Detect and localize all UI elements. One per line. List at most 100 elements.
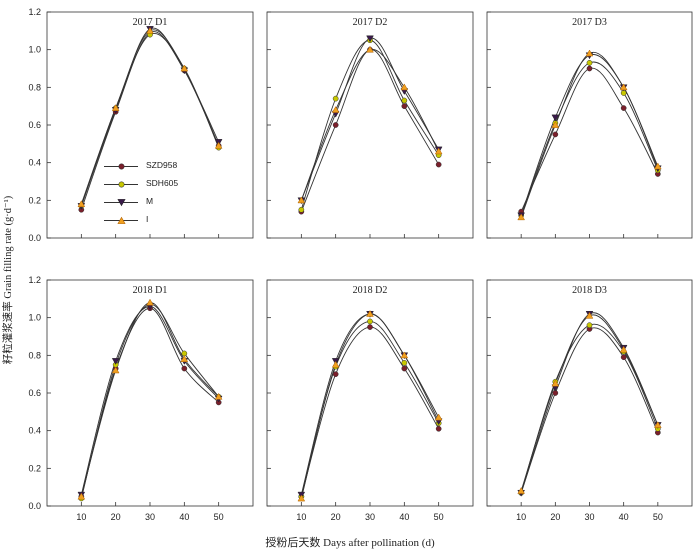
y-tick-label: 0.4 [28, 426, 41, 436]
data-point-i [77, 492, 86, 500]
legend-label: SDH605 [146, 178, 179, 188]
data-point-sdh605 [367, 318, 373, 325]
data-point-i [366, 45, 374, 53]
series-line-m [520, 54, 659, 216]
series-line-i [80, 302, 219, 497]
series-line-szd958 [300, 49, 440, 212]
data-point-szd958 [332, 122, 339, 128]
legend-label: SZD958 [146, 160, 178, 170]
data-point-szd958 [552, 131, 559, 138]
x-tick-label: 30 [584, 512, 594, 522]
data-point-sdh605 [298, 206, 305, 213]
panel: 2017 D2 [266, 11, 474, 239]
data-point-i [331, 360, 340, 368]
x-tick-label: 40 [399, 512, 409, 522]
data-point-i [551, 121, 560, 128]
data-point-i [585, 311, 594, 319]
data-point-i [77, 200, 86, 207]
y-axis-label-container: 籽粒灌浆速率 Grain filling rate (g·d⁻¹) [1, 195, 14, 364]
y-tick-label: 0.4 [28, 158, 41, 168]
data-point-i [180, 355, 189, 362]
data-point-i [214, 392, 223, 400]
panel: 2017 D3 [486, 11, 693, 239]
data-point-i [111, 366, 120, 374]
circle-marker-icon [118, 163, 125, 170]
x-tick-label: 10 [76, 512, 86, 522]
data-point-szd958 [586, 65, 593, 72]
circle-marker-icon [118, 181, 125, 188]
data-point-sdh605 [332, 95, 339, 102]
y-tick-label: 0.8 [28, 350, 41, 360]
x-tick-label: 20 [111, 512, 121, 522]
panel-title: 2017 D2 [353, 17, 388, 28]
data-point-m [551, 114, 560, 122]
panel-title: 2018 D1 [133, 285, 168, 296]
data-point-sdh605 [586, 60, 593, 66]
x-tick-label: 10 [516, 512, 526, 522]
y-tick-label: 0.8 [28, 82, 41, 92]
data-point-i [297, 494, 306, 502]
data-point-i [366, 309, 374, 317]
panel-title: 2018 D2 [353, 285, 388, 296]
data-point-m [366, 35, 374, 43]
series-line-m [300, 37, 440, 201]
panel-frame [46, 279, 254, 507]
legend-label: M [146, 196, 154, 206]
data-point-sdh605 [401, 97, 408, 104]
series-line-szd958 [520, 327, 659, 493]
data-point-i [551, 379, 560, 387]
series-line-i [300, 49, 440, 201]
series-line-sdh605 [520, 323, 659, 493]
data-point-szd958 [435, 425, 442, 432]
data-point-i [434, 147, 443, 155]
data-point-m [111, 358, 120, 365]
data-point-i [654, 421, 662, 428]
data-point-i [111, 104, 120, 111]
triangle-up-marker-icon [117, 216, 126, 224]
x-tick-label: 50 [214, 512, 224, 522]
data-point-szd958 [620, 105, 627, 111]
legend-item-szd958: SZD958 [104, 158, 194, 176]
series-line-szd958 [80, 307, 219, 497]
data-point-szd958 [367, 324, 373, 330]
y-tick-label: 0.6 [28, 120, 41, 130]
legend-item-i: I [104, 212, 194, 230]
data-point-i [517, 213, 525, 221]
data-point-i [214, 141, 223, 149]
panel: 0.0 0.2 0.4 0.6 0.8 1.0 1.2 10 20 30 40 50 2018 D1 [28, 275, 254, 522]
x-tick-label: 30 [365, 512, 375, 522]
data-point-i [517, 487, 525, 494]
y-tick-label: 0.2 [28, 195, 41, 205]
y-tick-label: 1.2 [28, 7, 41, 17]
data-point-szd958 [435, 161, 442, 168]
data-point-i [297, 196, 306, 204]
panel-title: 2017 D1 [133, 17, 168, 28]
data-point-i [619, 345, 628, 353]
panel-frame [486, 11, 693, 239]
panel: 10 20 30 40 50 2018 D2 [266, 279, 474, 522]
data-point-i [331, 106, 340, 113]
x-tick-label: 30 [145, 512, 155, 522]
data-point-i [619, 83, 628, 91]
data-point-sdh605 [401, 360, 408, 366]
legend: SZD958 SDH605 M I [104, 158, 194, 230]
y-tick-label: 1.2 [28, 275, 41, 285]
series-line-i [520, 314, 659, 492]
data-point-szd958 [401, 103, 408, 110]
y-axis-label: 籽粒灌浆速率 Grain filling rate (g·d⁻¹) [1, 195, 14, 364]
data-point-i [146, 26, 154, 34]
data-point-i [400, 351, 409, 359]
data-point-i [146, 298, 154, 306]
x-tick-label: 20 [331, 512, 341, 522]
x-tick-label: 50 [653, 512, 663, 522]
series-line-sdh605 [300, 39, 440, 210]
triangle-down-marker-icon [117, 199, 126, 207]
data-point-i [400, 83, 409, 91]
y-tick-label: 0.2 [28, 463, 41, 473]
data-point-i [654, 162, 662, 170]
series-line-i [520, 51, 659, 218]
series-line-i [300, 313, 440, 499]
panel: 0.0 0.2 0.4 0.6 0.8 1.0 1.2 2017 D1 [28, 7, 254, 243]
x-tick-label: 10 [296, 512, 306, 522]
